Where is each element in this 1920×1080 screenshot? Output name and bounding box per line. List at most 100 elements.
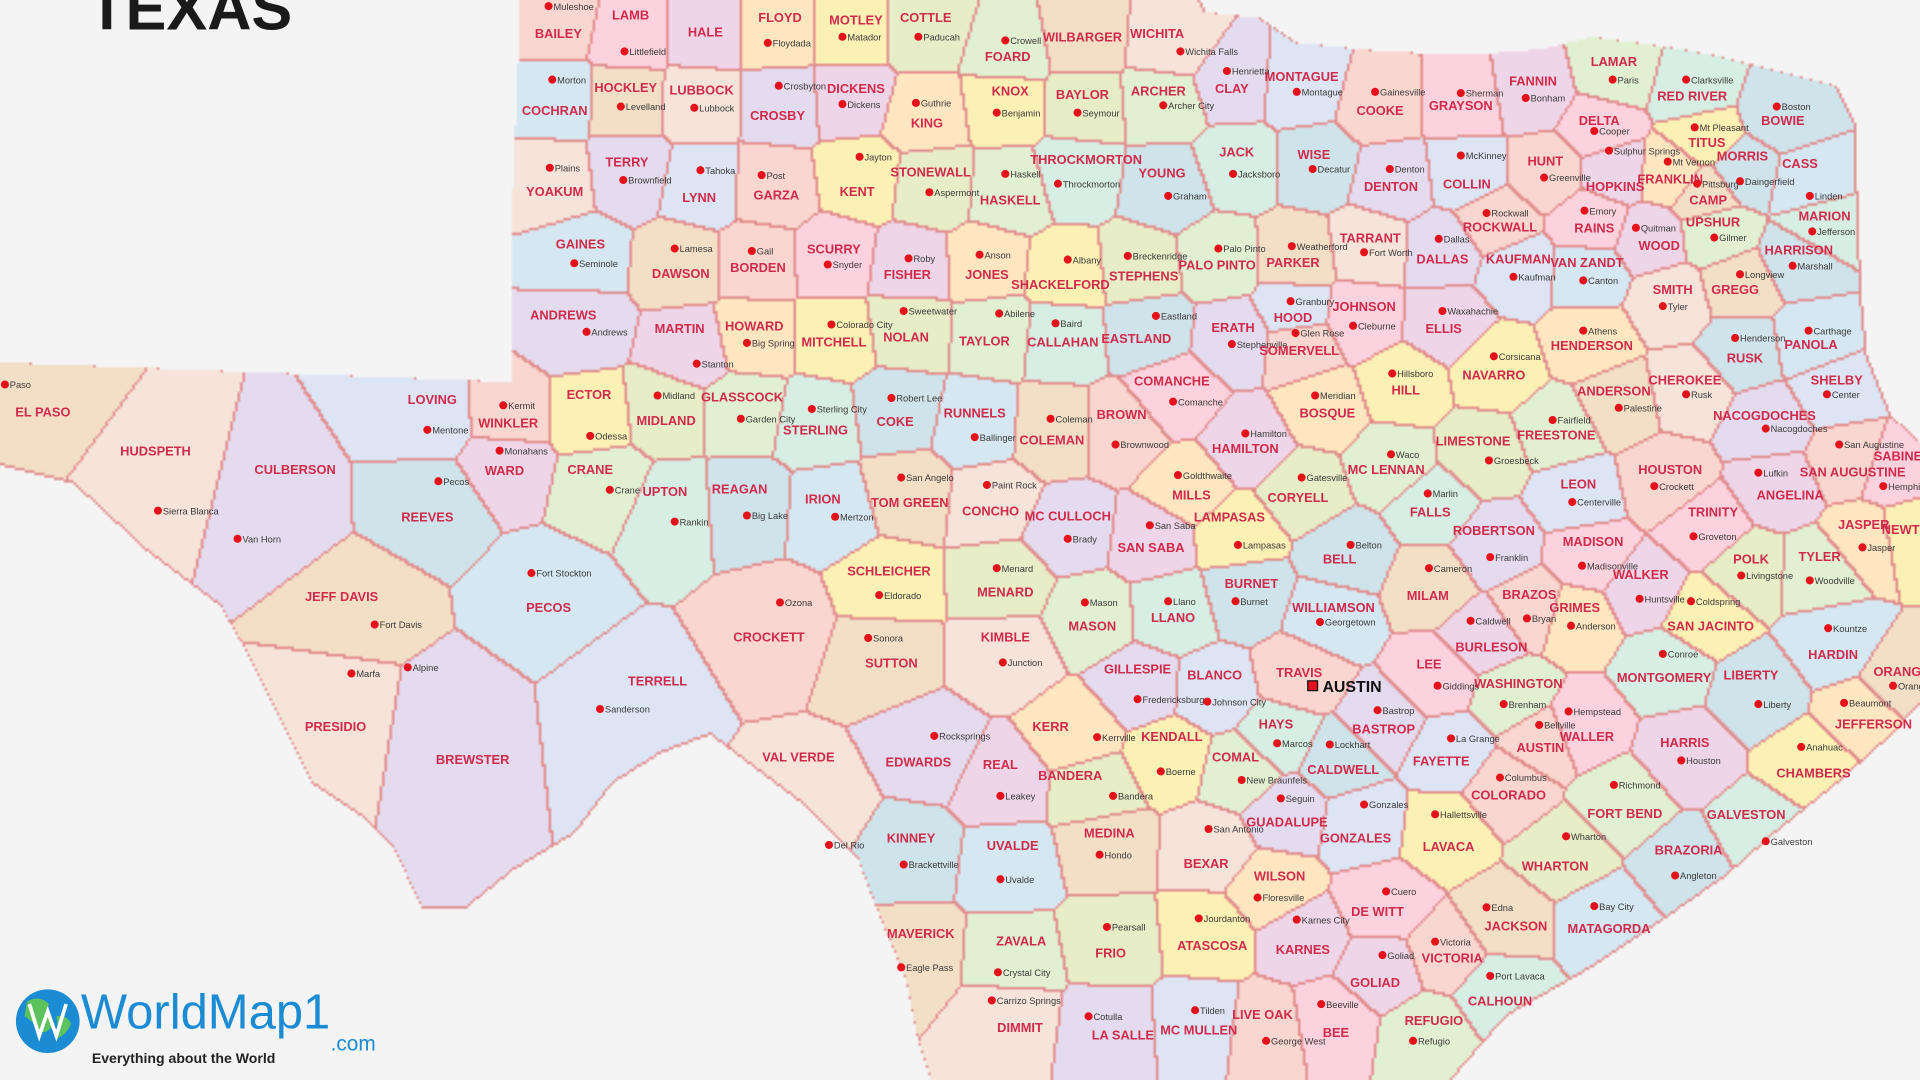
county-cottle[interactable]: COTTLE Paducah xyxy=(900,10,960,42)
county-walker[interactable]: WALKER Huntsville xyxy=(1613,567,1685,604)
county-bastrop[interactable]: BASTROP Bastrop xyxy=(1352,706,1415,737)
county-mc-mullen[interactable]: MC MULLEN Tilden xyxy=(1160,1006,1237,1038)
county-waller[interactable]: WALLER Hempstead xyxy=(1560,707,1621,744)
county-lamar[interactable]: LAMAR Paris xyxy=(1591,54,1639,85)
county-irion[interactable]: IRION Mertzon xyxy=(805,491,874,522)
county-liberty[interactable]: LIBERTY Liberty xyxy=(1724,668,1792,710)
county-dallas[interactable]: DALLAS Dallas xyxy=(1416,234,1469,266)
county-callahan[interactable]: CALLAHAN Baird xyxy=(1027,319,1098,350)
county-fort-bend[interactable]: FORT BEND Richmond xyxy=(1587,781,1662,821)
county-austin[interactable]: AUSTIN Bellville xyxy=(1517,721,1576,755)
county-red-river[interactable]: RED RIVER Clarksville xyxy=(1657,75,1733,103)
county-hamilton[interactable]: HAMILTON Hamilton xyxy=(1212,429,1287,456)
county-tom-green[interactable]: TOM GREEN San Angelo xyxy=(871,473,954,510)
county-galveston[interactable]: GALVESTON Galveston xyxy=(1707,807,1813,847)
county-crockett[interactable]: CROCKETT Ozona xyxy=(733,598,813,645)
county-angelina[interactable]: ANGELINA Lufkin xyxy=(1754,468,1824,503)
county-mason[interactable]: MASON Mason xyxy=(1068,598,1117,633)
county-frio[interactable]: FRIO Pearsall xyxy=(1095,923,1145,961)
county-colorado[interactable]: COLORADO Columbus xyxy=(1471,773,1547,802)
county-knox[interactable]: KNOX Benjamin xyxy=(992,84,1041,119)
county-terry[interactable]: TERRY Brownfield xyxy=(605,155,671,186)
county-sterling[interactable]: STERLING Sterling City xyxy=(783,405,867,438)
county-henderson[interactable]: HENDERSON Athens xyxy=(1551,326,1633,353)
county-kaufman[interactable]: KAUFMAN Kaufman xyxy=(1486,251,1556,282)
county-jeff-davis[interactable]: JEFF DAVIS Fort Davis xyxy=(305,589,422,630)
county-reeves[interactable]: REEVES Pecos xyxy=(401,477,469,525)
county-jack[interactable]: JACK Jacksboro xyxy=(1219,145,1280,180)
county-sutton[interactable]: SUTTON Sonora xyxy=(864,634,918,671)
county-sabine[interactable]: SABINE Hemphill xyxy=(1874,448,1920,491)
county-haskell[interactable]: HASKELL Haskell xyxy=(980,170,1041,208)
county-matagorda[interactable]: MATAGORDA Bay City xyxy=(1567,902,1650,936)
county-hood[interactable]: HOOD Granbury xyxy=(1274,297,1335,325)
county-san-jacinto[interactable]: SAN JACINTO Coldspring xyxy=(1667,597,1754,634)
county-chambers[interactable]: CHAMBERS Anahuac xyxy=(1776,743,1851,781)
county-young[interactable]: YOUNG Graham xyxy=(1138,166,1206,202)
county-cherokee[interactable]: CHEROKEE Rusk xyxy=(1648,372,1721,399)
county-tyler[interactable]: TYLER Woodville xyxy=(1799,549,1855,586)
county-foard[interactable]: FOARD Crowell xyxy=(985,36,1041,64)
county-gonzales[interactable]: GONZALES Gonzales xyxy=(1320,800,1409,845)
county-lynn[interactable]: LYNN Tahoka xyxy=(682,166,736,205)
county-rains[interactable]: RAINS Emory xyxy=(1574,206,1616,235)
county-pecos[interactable]: PECOS Fort Stockton xyxy=(526,569,592,616)
county-mc-culloch[interactable]: MC CULLOCH Brady xyxy=(1025,508,1111,544)
county-cochran[interactable]: COCHRAN Morton xyxy=(522,75,588,118)
county-brazos[interactable]: BRAZOS Bryan xyxy=(1502,587,1557,624)
county-bandera[interactable]: BANDERA Bandera xyxy=(1038,768,1154,802)
county-gregg[interactable]: GREGG Longview xyxy=(1711,270,1784,297)
county-kent[interactable]: KENT Jayton xyxy=(840,152,892,199)
county-navarro[interactable]: NAVARRO Corsicana xyxy=(1462,352,1541,383)
county-cooke[interactable]: COOKE Gainesville xyxy=(1356,88,1425,119)
county-bailey[interactable]: BAILEY Muleshoe xyxy=(535,2,594,41)
county-garza[interactable]: GARZA Post xyxy=(753,171,799,203)
county-cass[interactable]: CASS Linden xyxy=(1782,156,1842,202)
county-guadalupe[interactable]: GUADALUPE Seguin xyxy=(1246,794,1328,829)
county-newton[interactable]: NEWTON xyxy=(1882,522,1920,537)
county-kerr[interactable]: KERR Kerrville xyxy=(1032,719,1135,743)
county-grimes[interactable]: GRIMES Anderson xyxy=(1549,600,1615,631)
county-comanche[interactable]: COMANCHE Comanche xyxy=(1134,374,1223,408)
county-refugio[interactable]: REFUGIO Refugio xyxy=(1405,1013,1464,1047)
county-val-verde[interactable]: VAL VERDE Del Rio xyxy=(762,750,864,851)
county-upton[interactable]: UPTON Rankin xyxy=(643,484,709,527)
county-erath[interactable]: ERATH Stephenville xyxy=(1211,320,1287,350)
county-presidio[interactable]: PRESIDIO Marfa xyxy=(305,669,381,734)
county-wharton[interactable]: WHARTON Wharton xyxy=(1522,832,1606,874)
county-ector[interactable]: ECTOR Odessa xyxy=(567,387,628,441)
county-brown[interactable]: BROWN Brownwood xyxy=(1097,407,1169,450)
county-jones[interactable]: JONES Anson xyxy=(965,250,1011,282)
county-morris[interactable]: MORRIS Daingerfield xyxy=(1717,148,1795,186)
county-mills[interactable]: MILLS Goldthwaite xyxy=(1172,471,1232,503)
county-hays[interactable]: HAYS Marcos xyxy=(1259,717,1313,749)
county-hardin[interactable]: HARDIN Kountze xyxy=(1808,624,1867,662)
county-stephens[interactable]: STEPHENS Breckenridge xyxy=(1109,252,1187,284)
county-leon[interactable]: LEON Centerville xyxy=(1561,477,1622,508)
county-loving[interactable]: LOVING Mentone xyxy=(408,392,469,435)
county-howard[interactable]: HOWARD Big Spring xyxy=(725,319,795,349)
county-comal[interactable]: COMAL New Braunfels xyxy=(1212,750,1307,786)
county-marion[interactable]: MARION Jefferson xyxy=(1798,208,1855,237)
county-lavaca[interactable]: LAVACA Hallettsville xyxy=(1423,810,1487,854)
county-fayette[interactable]: FAYETTE La Grange xyxy=(1413,734,1500,768)
county-san-saba[interactable]: SAN SABA San Saba xyxy=(1117,521,1196,555)
county-kinney[interactable]: KINNEY Brackettville xyxy=(887,830,959,870)
county-glasscock[interactable]: GLASSCOCK Garden City xyxy=(701,390,796,425)
county-dickens[interactable]: DICKENS Dickens xyxy=(827,81,885,110)
county-denton[interactable]: DENTON Denton xyxy=(1364,165,1425,194)
county-calhoun[interactable]: CALHOUN Port Lavaca xyxy=(1468,972,1546,1009)
county-bosque[interactable]: BOSQUE Meridian xyxy=(1300,391,1356,420)
county-tarrant[interactable]: TARRANT Fort Worth xyxy=(1340,230,1413,257)
county-washington[interactable]: WASHINGTON Brenham xyxy=(1474,676,1562,710)
county-taylor[interactable]: TAYLOR Abilene xyxy=(959,309,1035,348)
county-eastland[interactable]: EASTLAND Eastland xyxy=(1101,312,1197,346)
county-madison[interactable]: MADISON Madisonville xyxy=(1563,534,1638,571)
county-schleicher[interactable]: SCHLEICHER Eldorado xyxy=(847,564,931,601)
county-reagan[interactable]: REAGAN Big Lake xyxy=(712,481,788,521)
county-lampasas[interactable]: LAMPASAS Lampasas xyxy=(1194,510,1286,551)
